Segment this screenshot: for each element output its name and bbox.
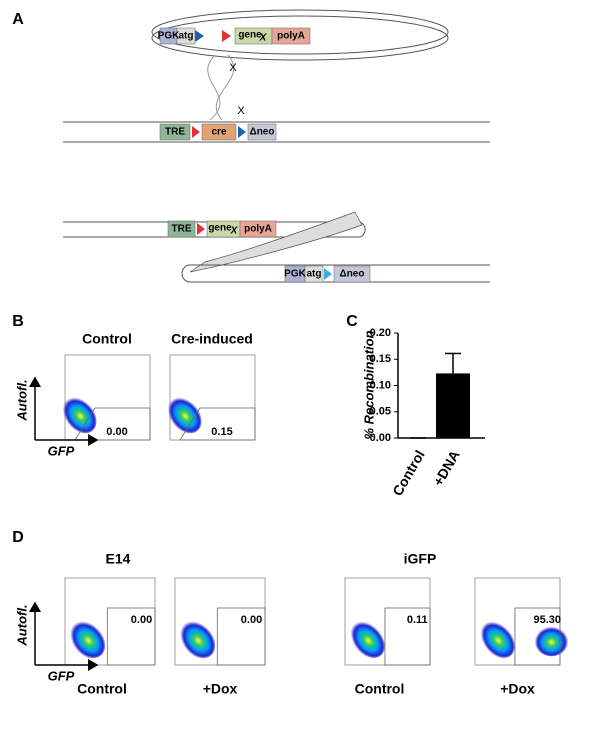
label: TRE bbox=[165, 127, 185, 138]
gate bbox=[106, 607, 156, 666]
label: X bbox=[259, 33, 268, 44]
cell-cloud bbox=[68, 619, 106, 659]
label: gene bbox=[238, 30, 262, 41]
label: GFP bbox=[48, 668, 75, 683]
label: 0.20 bbox=[370, 327, 391, 339]
label: 95.30 bbox=[533, 614, 561, 626]
label: gene bbox=[208, 223, 232, 234]
gate bbox=[74, 407, 151, 441]
cell-cloud bbox=[166, 395, 202, 434]
label: atg bbox=[179, 31, 194, 42]
gate bbox=[384, 607, 431, 666]
label: cre bbox=[211, 127, 226, 138]
label: PGK bbox=[284, 269, 306, 280]
label: Autofl. bbox=[14, 379, 29, 421]
bar bbox=[436, 373, 470, 438]
label: +Dox bbox=[500, 681, 535, 697]
label: E14 bbox=[106, 551, 131, 567]
label: 0.10 bbox=[370, 379, 391, 391]
label: polyA bbox=[244, 224, 272, 235]
label: % Recombination bbox=[361, 330, 376, 439]
label: Autofl. bbox=[14, 604, 29, 646]
label: atg bbox=[307, 269, 322, 280]
label: Control bbox=[77, 681, 127, 697]
label: 0.00 bbox=[241, 614, 262, 626]
label: Control bbox=[82, 331, 132, 347]
label: 0.11 bbox=[407, 614, 428, 626]
gate bbox=[179, 407, 256, 441]
label: TRE bbox=[172, 224, 192, 235]
label: +Dox bbox=[203, 681, 238, 697]
label: 0.00 bbox=[131, 614, 152, 626]
label: GFP bbox=[48, 443, 75, 458]
label: 0.15 bbox=[211, 426, 232, 438]
label: Δneo bbox=[250, 127, 275, 138]
label: X bbox=[230, 226, 239, 237]
label: C bbox=[346, 313, 358, 330]
label: Δneo bbox=[340, 269, 365, 280]
label: PGK bbox=[158, 31, 180, 42]
cell-cloud bbox=[178, 619, 216, 659]
label: D bbox=[12, 529, 24, 546]
cell-cloud bbox=[349, 619, 385, 658]
label: iGFP bbox=[404, 551, 437, 567]
label: polyA bbox=[277, 31, 305, 42]
gate bbox=[216, 607, 266, 666]
label: Control bbox=[389, 447, 428, 498]
label: X bbox=[237, 105, 245, 117]
label: 0.05 bbox=[370, 406, 391, 418]
cell-cloud bbox=[61, 395, 97, 434]
gate bbox=[514, 607, 561, 666]
cell-cloud bbox=[479, 619, 515, 658]
label: 0.00 bbox=[106, 426, 127, 438]
label: +DNA bbox=[430, 447, 463, 488]
label: X bbox=[229, 62, 237, 74]
label: Control bbox=[355, 681, 405, 697]
cell-cloud bbox=[534, 624, 569, 657]
label: A bbox=[12, 11, 24, 28]
label: 0.15 bbox=[370, 353, 391, 365]
label: Cre-induced bbox=[171, 331, 253, 347]
label: 0.00 bbox=[370, 432, 391, 444]
label: B bbox=[12, 313, 24, 330]
